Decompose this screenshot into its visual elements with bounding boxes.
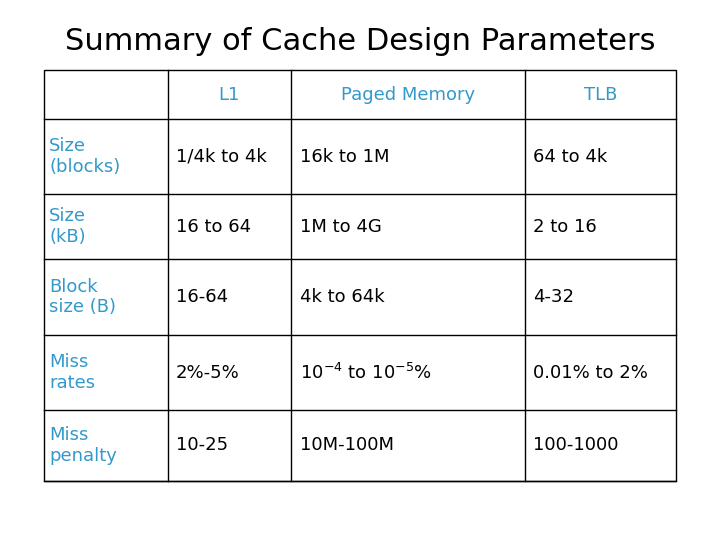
Text: Size
(kB): Size (kB) bbox=[49, 207, 86, 246]
Text: $10^{-4}$ to $10^{-5}$%: $10^{-4}$ to $10^{-5}$% bbox=[300, 362, 431, 383]
Text: 2%-5%: 2%-5% bbox=[176, 363, 240, 382]
Text: 100-1000: 100-1000 bbox=[534, 436, 618, 455]
Text: Miss
penalty: Miss penalty bbox=[49, 426, 117, 465]
Text: Paged Memory: Paged Memory bbox=[341, 85, 475, 104]
Text: Block
size (B): Block size (B) bbox=[49, 278, 116, 316]
Text: L1: L1 bbox=[219, 85, 240, 104]
Text: 16k to 1M: 16k to 1M bbox=[300, 147, 389, 166]
Text: 10M-100M: 10M-100M bbox=[300, 436, 394, 455]
Text: Miss
rates: Miss rates bbox=[49, 353, 95, 392]
Text: 16-64: 16-64 bbox=[176, 288, 228, 306]
Text: 1/4k to 4k: 1/4k to 4k bbox=[176, 147, 266, 166]
Text: 4-32: 4-32 bbox=[534, 288, 575, 306]
Text: 64 to 4k: 64 to 4k bbox=[534, 147, 608, 166]
Text: 2 to 16: 2 to 16 bbox=[534, 218, 597, 236]
Text: 10-25: 10-25 bbox=[176, 436, 228, 455]
Text: Size
(blocks): Size (blocks) bbox=[49, 137, 120, 176]
Text: TLB: TLB bbox=[584, 85, 617, 104]
Text: 4k to 64k: 4k to 64k bbox=[300, 288, 384, 306]
Text: Summary of Cache Design Parameters: Summary of Cache Design Parameters bbox=[65, 27, 655, 56]
Text: 0.01% to 2%: 0.01% to 2% bbox=[534, 363, 648, 382]
Text: 1M to 4G: 1M to 4G bbox=[300, 218, 382, 236]
Text: 16 to 64: 16 to 64 bbox=[176, 218, 251, 236]
